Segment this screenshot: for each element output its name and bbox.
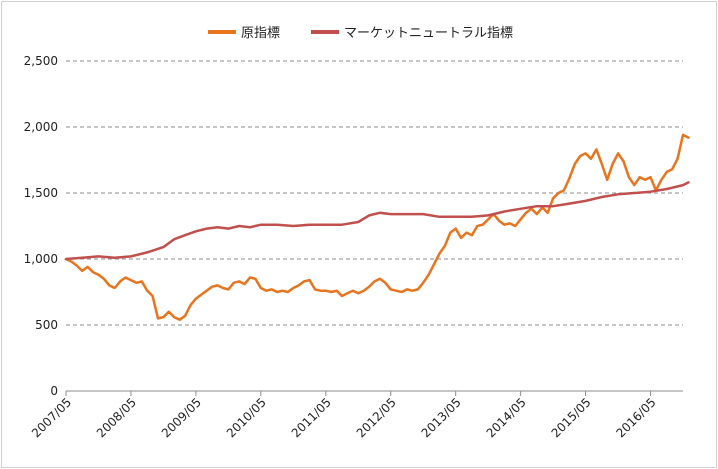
y-tick-label: 2,000 [24,120,58,134]
y-tick-label: 500 [35,318,58,332]
legend-label-series-0: 原指標 [241,26,280,41]
gridlines [66,60,683,326]
legend-label-series-1: マーケットニュートラル指標 [344,26,513,41]
x-tick-label: 2010/05 [224,395,269,440]
y-tick-label: 2,500 [24,54,58,68]
x-tick-label: 2014/05 [484,395,529,440]
x-tick-label: 2015/05 [549,395,594,440]
series-line-0 [64,133,690,321]
x-tick-label: 2007/05 [29,395,74,440]
x-tick-label: 2008/05 [94,395,139,440]
x-tick-label: 2012/05 [354,395,399,440]
y-tick-label: 0 [50,384,58,398]
x-tick-label: 2009/05 [159,395,204,440]
x-axis-ticks: 2007/05 2008/05 2009/05 2010/05 2011/05 2012/… [29,391,659,440]
series-line-1 [64,181,690,261]
series-lines [64,133,690,321]
x-tick-label: 2013/05 [419,395,464,440]
legend: 原指標 マーケットニュートラル指標 [208,26,513,41]
x-tick-label: 2011/05 [289,395,334,440]
x-tick-label: 2016/05 [613,395,658,440]
y-tick-label: 1,500 [24,186,58,200]
y-axis-ticks: 0 500 1,000 1,500 2,000 2,500 [24,54,58,398]
y-tick-label: 1,000 [24,252,58,266]
